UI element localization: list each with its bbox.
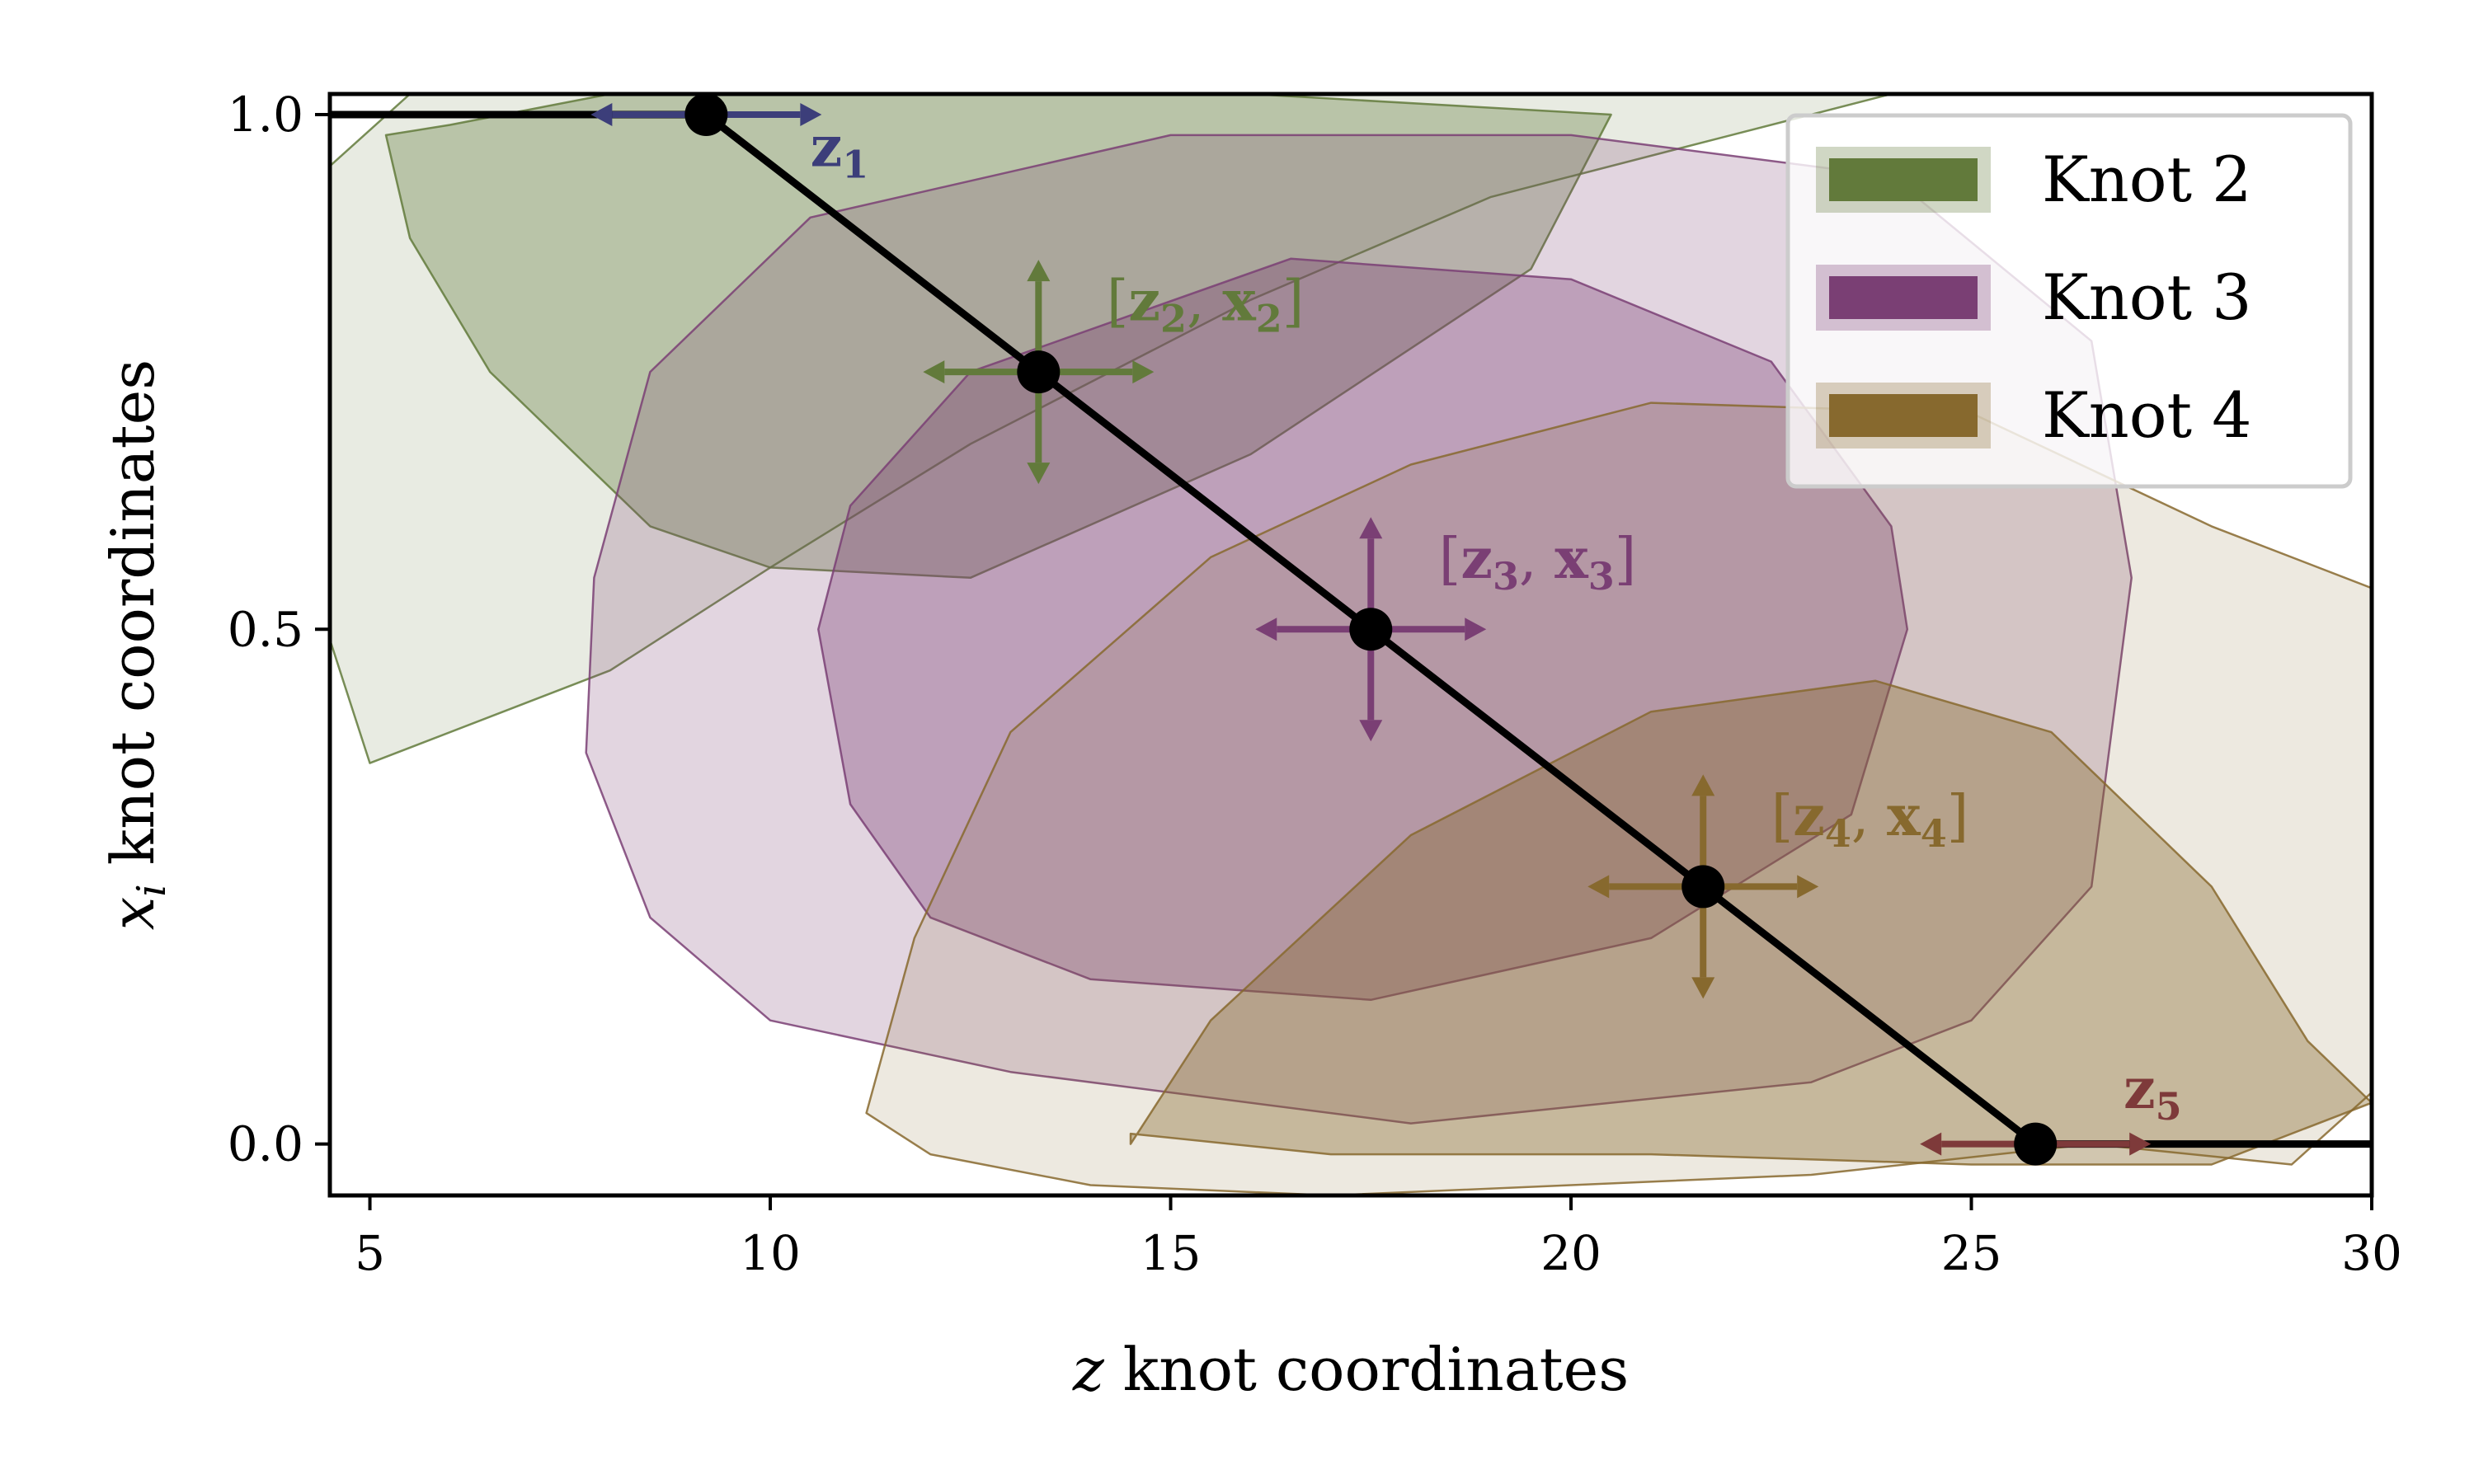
legend-label-knot-3: Knot 3 xyxy=(2042,261,2252,334)
knot-4-arrow-up-head xyxy=(1691,774,1715,796)
legend-box xyxy=(1785,113,2353,489)
knot-marker-5 xyxy=(2014,1122,2058,1166)
y-tick-label-2: 1.0 xyxy=(228,87,303,143)
knot-1-label: z1 xyxy=(811,114,869,186)
knot-1-arrow-left-head xyxy=(590,102,613,126)
knot-4-arrow-down-head xyxy=(1691,977,1715,999)
legend: Knot 2 Knot 3 Knot 4 xyxy=(1785,113,2353,489)
knot-1-arrow-right-head xyxy=(800,102,822,126)
legend-swatch-knot-3 xyxy=(1829,276,1978,319)
legend-label-knot-4: Knot 4 xyxy=(2042,378,2252,452)
knot-3-arrow-left-head xyxy=(1255,618,1277,641)
knot-3-arrow-down-head xyxy=(1359,720,1383,742)
y-axis: 0.0 0.5 1.0 xyxy=(228,87,330,1172)
knot-2-arrow-left-head xyxy=(923,360,945,384)
annotation-layer: z1 [z2, x2] [z3, x3] [z4, x4] z5 xyxy=(590,92,2182,1166)
knot-2-arrow-right-head xyxy=(1132,360,1155,384)
legend-swatch-knot-2 xyxy=(1829,158,1978,201)
x-tick-label-10: 10 xyxy=(740,1225,801,1281)
x-tick-label-15: 15 xyxy=(1141,1225,1202,1281)
knot-2-label: [z2, x2] xyxy=(1107,269,1305,341)
knot-4-arrow-right-head xyxy=(1797,875,1819,899)
x-tick-label-5: 5 xyxy=(355,1225,385,1281)
knot-3-label: [z3, x3] xyxy=(1439,526,1637,599)
knot-5-arrow-left-head xyxy=(1920,1132,1942,1156)
knot-2-arrow-up-head xyxy=(1027,260,1051,282)
knot-4-arrow-left-head xyxy=(1587,875,1610,899)
y-tick-label-0: 0.0 xyxy=(228,1116,303,1172)
x-tick-label-30: 30 xyxy=(2341,1225,2402,1281)
knot-3-arrow-up-head xyxy=(1359,517,1383,539)
knot-5-arrow-right-head xyxy=(2129,1132,2152,1156)
knot-5-label: z5 xyxy=(2124,1056,2182,1129)
x-axis-label: z knot coordinates xyxy=(1072,1335,1629,1404)
legend-label-knot-2: Knot 2 xyxy=(2042,143,2252,216)
plot-frame xyxy=(327,92,2374,1198)
knot-marker-4 xyxy=(1681,865,1725,909)
knot-marker-1 xyxy=(684,92,728,136)
knot-4-label: [z4, x4] xyxy=(1771,783,1969,856)
y-tick-label-1: 0.5 xyxy=(228,601,303,657)
knot-marker-3 xyxy=(1349,608,1393,651)
x-axis: 5 10 15 20 25 30 xyxy=(355,1195,2402,1281)
knot-marker-2 xyxy=(1017,350,1061,394)
region-knot-2-outer xyxy=(330,94,1893,764)
knot-2-arrow-down-head xyxy=(1027,463,1051,485)
x-tick-label-25: 25 xyxy=(1941,1225,2002,1281)
legend-swatch-knot-4 xyxy=(1829,394,1978,437)
knot-3-arrow-right-head xyxy=(1465,618,1487,641)
region-knot-2-inner xyxy=(384,94,1612,580)
x-tick-label-20: 20 xyxy=(1540,1225,1602,1281)
y-axis-label: xi knot coordinates xyxy=(98,359,175,930)
